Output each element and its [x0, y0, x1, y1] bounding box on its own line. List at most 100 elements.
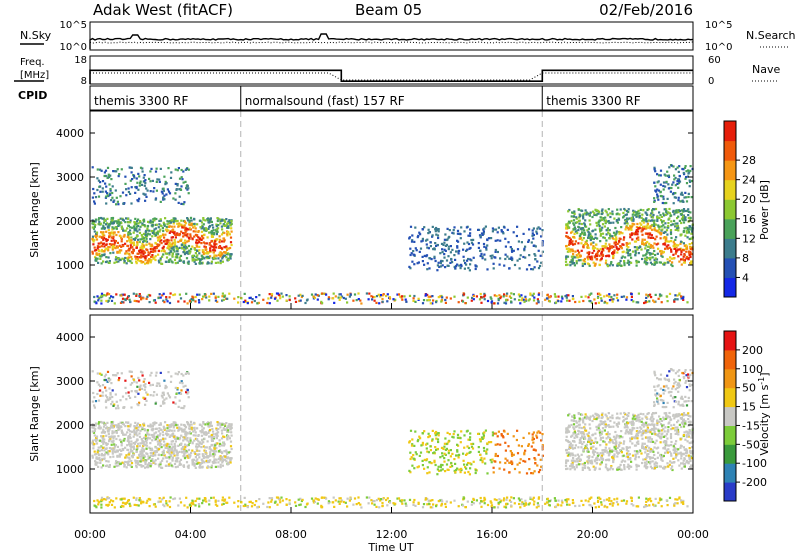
power-cell: [353, 293, 357, 296]
power-cell: [106, 176, 109, 179]
power-cell: [502, 232, 505, 235]
power-cell: [120, 227, 124, 230]
power-cell: [664, 222, 667, 225]
power-cell: [595, 224, 599, 227]
power-cell: [217, 257, 220, 260]
power-cell: [592, 210, 595, 213]
velocity-cell: [91, 456, 94, 459]
power-cell: [221, 240, 224, 243]
velocity-cell: [151, 429, 154, 432]
velocity-cell: [130, 440, 133, 443]
velocity-cell: [227, 430, 230, 433]
power-cell: [635, 264, 638, 267]
power-cell: [437, 236, 440, 240]
power-cell: [575, 254, 578, 257]
velocity-cell: [150, 371, 153, 374]
power-cell: [349, 293, 352, 296]
velocity-cell: [140, 387, 144, 390]
power-cell: [608, 293, 611, 296]
power-cell: [111, 191, 114, 195]
velocity-cell: [171, 458, 174, 462]
velocity-cell: [93, 404, 96, 407]
power-cell: [666, 170, 669, 173]
power-cell: [674, 168, 677, 171]
velocity-cell: [154, 374, 158, 377]
velocity-cell: [109, 437, 112, 440]
power-cell: [596, 253, 599, 256]
power-cell: [618, 237, 621, 240]
velocity-cell: [127, 438, 130, 441]
power-cell: [180, 246, 184, 249]
power-cell: [124, 175, 127, 178]
velocity-cell: [196, 438, 199, 441]
power-cell: [368, 292, 371, 295]
power-cell: [288, 295, 291, 298]
power-cell: [686, 228, 689, 231]
velocity-cell: [122, 439, 125, 442]
power-cell: [187, 262, 190, 265]
power-cell: [658, 216, 661, 219]
velocity-cell: [168, 426, 171, 429]
velocity-cell: [165, 460, 169, 463]
power-cell: [630, 218, 633, 221]
power-cell: [192, 299, 195, 302]
power-cell: [652, 299, 655, 302]
velocity-cell: [144, 383, 147, 386]
velocity-cell: [226, 430, 229, 433]
velocity-cell: [173, 462, 177, 466]
velocity-cell: [124, 386, 127, 389]
power-cell: [372, 295, 375, 299]
noise-right-tick-bottom: 10^0: [705, 42, 732, 53]
velocity-cell: [601, 436, 605, 439]
power-cell: [346, 301, 349, 304]
power-cell: [607, 250, 610, 253]
power-cell: [440, 294, 443, 298]
velocity-cell: [212, 455, 215, 458]
power-cell: [600, 218, 603, 221]
velocity-cell: [225, 422, 228, 425]
power-cell: [625, 243, 628, 246]
power-cell: [444, 301, 447, 304]
colorbar-swatch: [724, 238, 736, 259]
velocity-cell: [120, 431, 124, 434]
power-cell: [440, 242, 444, 245]
power-cell: [629, 253, 632, 256]
power-cell: [155, 223, 158, 226]
power-cell: [229, 221, 232, 224]
velocity-cell: [188, 425, 191, 428]
velocity-cell: [118, 455, 121, 458]
velocity-cell: [170, 464, 173, 467]
velocity-cell: [161, 459, 164, 462]
power-cell: [120, 249, 123, 252]
velocity-cell: [106, 396, 109, 399]
velocity-cell: [571, 463, 574, 466]
colorbar-tick-label: 8: [742, 252, 749, 265]
power-cell: [671, 264, 674, 268]
power-cell: [175, 253, 178, 256]
velocity-cell: [565, 461, 568, 465]
power-cell: [183, 221, 187, 224]
power-cell: [277, 292, 280, 295]
power-cell: [571, 240, 574, 243]
velocity-cell: [202, 422, 205, 425]
power-cell: [426, 246, 429, 249]
power-cell: [165, 182, 168, 185]
velocity-cell: [580, 426, 583, 430]
power-cell: [202, 295, 205, 298]
power-cell: [595, 258, 599, 261]
velocity-cell: [115, 424, 118, 427]
velocity-cell: [144, 463, 147, 466]
power-cell: [658, 293, 662, 296]
power-cell: [93, 230, 96, 233]
power-cell: [660, 294, 663, 297]
velocity-cell: [92, 447, 95, 450]
power-cell: [97, 218, 100, 221]
power-cell: [152, 218, 155, 221]
power-cell: [463, 267, 466, 270]
velocity-cell: [199, 430, 202, 433]
velocity-cell: [119, 421, 122, 424]
power-cell: [686, 301, 689, 304]
velocity-cell: [201, 453, 204, 456]
power-cell: [657, 225, 660, 228]
